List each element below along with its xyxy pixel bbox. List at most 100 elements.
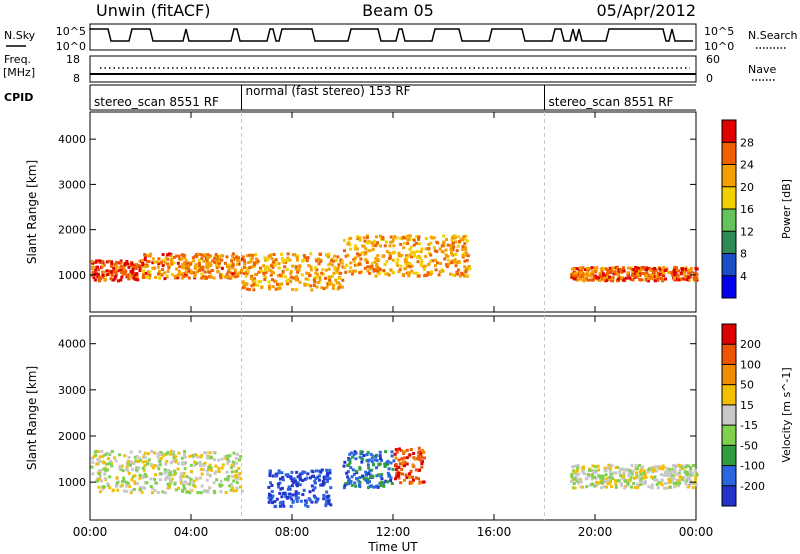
scatter-cell (647, 485, 651, 489)
scatter-cell (675, 478, 679, 482)
scatter-cell (156, 265, 160, 269)
scatter-cell (667, 477, 671, 481)
scatter-cell (110, 273, 114, 277)
scatter-cell (294, 278, 298, 282)
scatter-cell (103, 278, 107, 282)
scatter-cell (168, 470, 172, 474)
colorbar-swatch (722, 465, 736, 487)
scatter-cell (131, 268, 135, 272)
scatter-cell (241, 255, 245, 259)
scatter-cell (214, 464, 218, 468)
scatter-cell (613, 270, 617, 274)
scatter-cell (130, 273, 134, 277)
scatter-cell (189, 271, 193, 275)
scatter-cell (379, 458, 383, 462)
scatter-cell (268, 268, 272, 272)
scatter-cell (332, 259, 336, 263)
scatter-cell (673, 485, 677, 489)
scatter-cell (626, 272, 630, 276)
scatter-cell (658, 466, 662, 470)
scatter-cell (655, 469, 659, 473)
scatter-cell (188, 491, 192, 495)
scatter-cell (296, 496, 300, 500)
scatter-cell (138, 473, 142, 477)
scatter-cell (253, 279, 257, 283)
scatter-cell (592, 276, 596, 280)
scatter-cell (442, 234, 446, 238)
scatter-cell (429, 241, 433, 245)
scatter-cell (328, 282, 332, 286)
scatter-cell (187, 476, 191, 480)
scatter-cell (575, 469, 579, 473)
scatter-cell (209, 468, 213, 472)
scatter-cell (295, 258, 299, 262)
scatter-cell (638, 266, 642, 270)
scatter-cell (649, 268, 653, 272)
scatter-cell (340, 260, 344, 264)
scatter-cell (455, 249, 459, 253)
scatter-cell (229, 271, 233, 275)
scatter-cell (612, 272, 616, 276)
scatter-cell (369, 267, 373, 271)
scatter-cell (668, 472, 672, 476)
scatter-cell (328, 471, 332, 475)
scatter-cell (183, 450, 187, 454)
scatter-cell (569, 479, 573, 483)
scatter-cell (175, 254, 179, 258)
scatter-cell (228, 484, 232, 488)
scatter-cell (683, 274, 687, 278)
scatter-cell (153, 260, 157, 264)
scatter-cell (283, 265, 287, 269)
scatter-cell (157, 269, 161, 273)
scatter-cell (363, 252, 367, 256)
scatter-cell (382, 481, 386, 485)
colorbar-tick-label: -15 (740, 419, 758, 432)
scatter-cell (245, 287, 249, 291)
scatter-cell (227, 459, 231, 463)
scatter-cell (286, 282, 290, 286)
scatter-cell (377, 272, 381, 276)
x-tick-label: 12:00 (376, 525, 411, 539)
scatter-cell (105, 260, 109, 264)
scatter-cell (118, 466, 122, 470)
scatter-cell (128, 463, 132, 467)
scatter-cell (377, 462, 381, 466)
scatter-cell (189, 478, 193, 482)
scatter-cell (384, 240, 388, 244)
scatter-cell (186, 264, 190, 268)
scatter-cell (166, 269, 170, 273)
scatter-cell (101, 485, 105, 489)
scatter-cell (607, 277, 611, 281)
scatter-cell (291, 288, 295, 292)
scatter-cell (129, 491, 133, 495)
scatter-cell (329, 503, 333, 507)
colorbar-swatch (722, 344, 736, 365)
scatter-cell (217, 254, 221, 258)
scatter-cell (290, 470, 294, 474)
scatter-cell (193, 255, 197, 259)
scatter-cell (115, 476, 119, 480)
scatter-cell (305, 259, 309, 263)
scatter-cell (586, 278, 590, 282)
scatter-cell (153, 473, 157, 477)
scatter-cell (655, 274, 659, 278)
scatter-cell (235, 262, 239, 266)
scatter-cell (357, 483, 361, 487)
noise-left-tick-top: 10^5 (56, 25, 86, 38)
y-tick-label: 4000 (58, 133, 86, 146)
scatter-cell (98, 475, 102, 479)
scatter-cell (421, 460, 425, 464)
scatter-cell (638, 464, 642, 468)
scatter-cell (308, 274, 312, 278)
scatter-cell (622, 269, 626, 273)
scatter-cell (432, 246, 436, 250)
scatter-cell (143, 258, 147, 262)
scatter-cell (655, 465, 659, 469)
scatter-cell (132, 462, 136, 466)
scatter-cell (376, 473, 380, 477)
scatter-cell (356, 237, 360, 241)
scatter-cell (392, 244, 396, 248)
scatter-cell (223, 261, 227, 265)
scatter-cell (331, 287, 335, 291)
scatter-cell (91, 460, 95, 464)
